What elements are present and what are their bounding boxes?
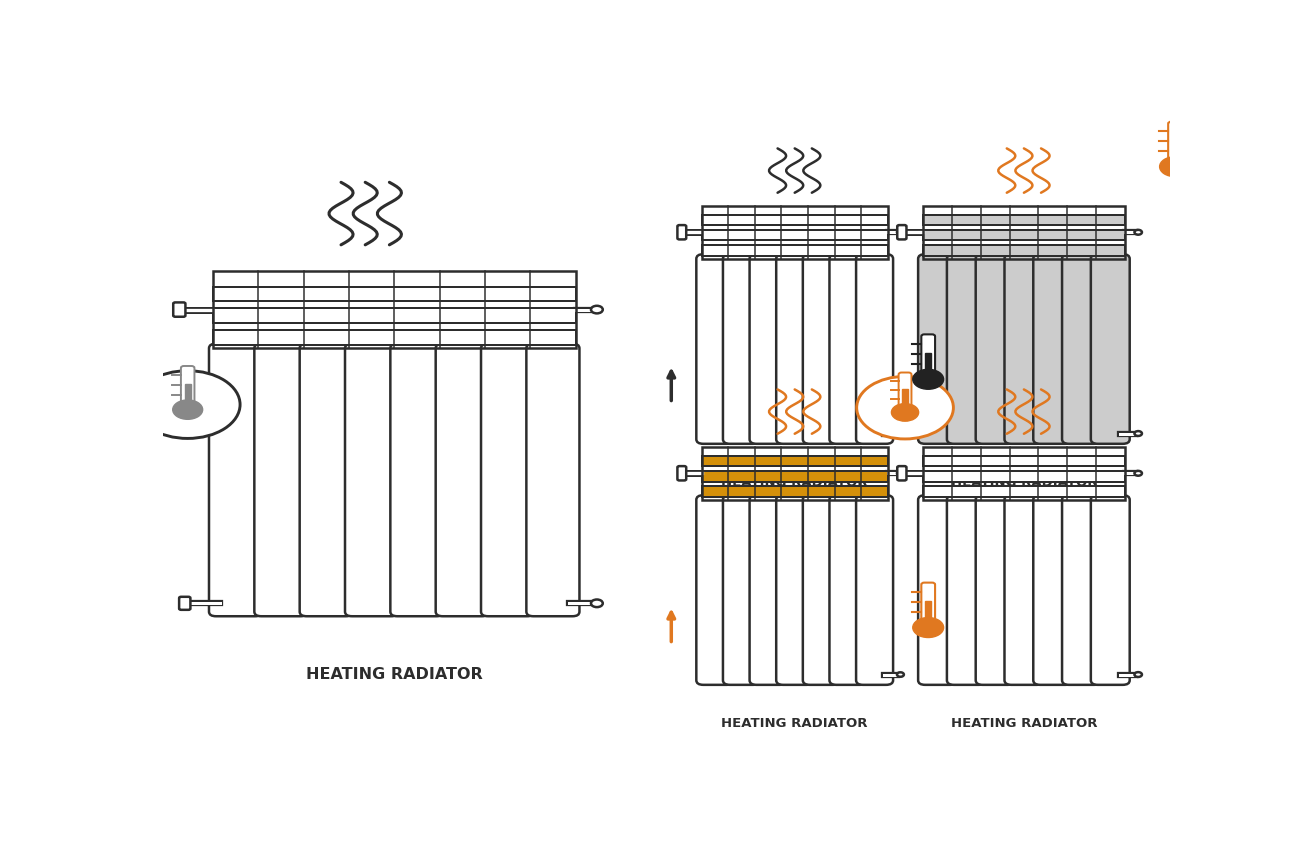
FancyBboxPatch shape	[1062, 254, 1101, 444]
Bar	[702, 245, 888, 255]
Bar	[923, 230, 1124, 240]
FancyBboxPatch shape	[897, 466, 906, 481]
FancyBboxPatch shape	[829, 254, 867, 444]
Bar	[902, 389, 907, 405]
FancyBboxPatch shape	[1034, 495, 1072, 685]
FancyBboxPatch shape	[946, 254, 985, 444]
FancyBboxPatch shape	[918, 254, 957, 444]
Bar	[213, 287, 576, 301]
Bar	[185, 384, 191, 402]
Circle shape	[1160, 157, 1191, 177]
FancyBboxPatch shape	[1091, 254, 1130, 444]
Circle shape	[1135, 471, 1141, 475]
Bar	[923, 245, 1124, 255]
Bar	[213, 271, 576, 349]
FancyBboxPatch shape	[857, 254, 893, 444]
Bar	[1173, 140, 1178, 158]
Bar	[702, 457, 888, 466]
Circle shape	[592, 600, 603, 607]
FancyBboxPatch shape	[1169, 122, 1182, 162]
Circle shape	[913, 370, 944, 389]
FancyBboxPatch shape	[1034, 254, 1072, 444]
FancyBboxPatch shape	[976, 254, 1014, 444]
Circle shape	[1135, 672, 1141, 677]
FancyBboxPatch shape	[829, 495, 867, 685]
FancyBboxPatch shape	[776, 254, 814, 444]
Bar	[923, 471, 1124, 481]
Bar	[926, 354, 931, 371]
Bar	[923, 216, 1124, 226]
FancyBboxPatch shape	[173, 302, 186, 316]
FancyBboxPatch shape	[857, 495, 893, 685]
Bar	[926, 602, 931, 619]
FancyBboxPatch shape	[481, 343, 534, 616]
FancyBboxPatch shape	[922, 334, 935, 374]
FancyBboxPatch shape	[209, 343, 263, 616]
FancyBboxPatch shape	[1005, 495, 1044, 685]
Circle shape	[173, 400, 203, 420]
FancyBboxPatch shape	[300, 343, 352, 616]
Circle shape	[135, 371, 240, 438]
FancyBboxPatch shape	[677, 225, 686, 239]
FancyBboxPatch shape	[1005, 254, 1044, 444]
Circle shape	[857, 376, 953, 439]
Text: HEATING RADIATOR: HEATING RADIATOR	[722, 717, 868, 730]
Bar	[923, 457, 1124, 466]
FancyBboxPatch shape	[723, 495, 760, 685]
Circle shape	[1135, 431, 1141, 436]
FancyBboxPatch shape	[723, 254, 760, 444]
Text: HEATING RADIATOR: HEATING RADIATOR	[722, 476, 868, 489]
FancyBboxPatch shape	[776, 495, 814, 685]
Circle shape	[897, 673, 903, 677]
Bar	[923, 486, 1124, 497]
FancyBboxPatch shape	[179, 596, 190, 610]
Bar	[213, 309, 576, 323]
Circle shape	[892, 404, 919, 421]
Circle shape	[897, 471, 903, 475]
FancyBboxPatch shape	[1091, 495, 1130, 685]
FancyBboxPatch shape	[344, 343, 398, 616]
FancyBboxPatch shape	[436, 343, 489, 616]
FancyBboxPatch shape	[976, 495, 1014, 685]
FancyBboxPatch shape	[526, 343, 580, 616]
Circle shape	[592, 305, 603, 313]
Bar	[702, 447, 888, 500]
FancyBboxPatch shape	[1062, 495, 1101, 685]
FancyBboxPatch shape	[697, 254, 733, 444]
Text: HEATING RADIATOR: HEATING RADIATOR	[950, 476, 1097, 489]
Text: HEATING RADIATOR: HEATING RADIATOR	[950, 717, 1097, 730]
FancyBboxPatch shape	[946, 495, 985, 685]
FancyBboxPatch shape	[750, 495, 786, 685]
Bar	[923, 206, 1124, 259]
FancyBboxPatch shape	[803, 495, 840, 685]
Text: HEATING RADIATOR: HEATING RADIATOR	[306, 667, 482, 682]
FancyBboxPatch shape	[750, 254, 786, 444]
Bar	[702, 230, 888, 240]
FancyBboxPatch shape	[390, 343, 443, 616]
Bar	[213, 330, 576, 345]
Bar	[702, 471, 888, 481]
FancyBboxPatch shape	[697, 495, 733, 685]
FancyBboxPatch shape	[918, 495, 957, 685]
FancyBboxPatch shape	[898, 372, 911, 408]
Circle shape	[897, 431, 903, 436]
FancyBboxPatch shape	[803, 254, 840, 444]
FancyBboxPatch shape	[897, 225, 906, 239]
Bar	[702, 486, 888, 497]
FancyBboxPatch shape	[181, 366, 195, 405]
Circle shape	[913, 618, 944, 638]
FancyBboxPatch shape	[677, 466, 686, 481]
Bar	[702, 216, 888, 226]
Circle shape	[1135, 230, 1141, 234]
FancyBboxPatch shape	[255, 343, 307, 616]
Bar	[702, 206, 888, 259]
Bar	[923, 447, 1124, 500]
Circle shape	[897, 230, 903, 234]
FancyBboxPatch shape	[922, 583, 935, 623]
